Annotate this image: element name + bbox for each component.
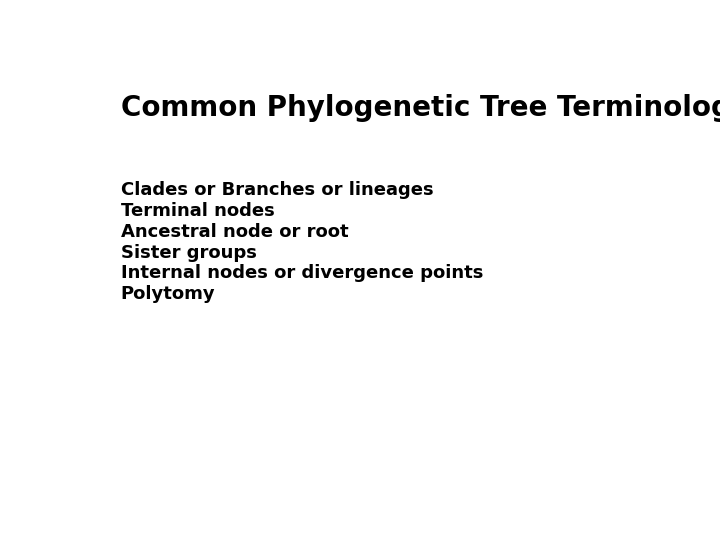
Text: Clades or Branches or lineages
Terminal nodes
Ancestral node or root
Sister grou: Clades or Branches or lineages Terminal … [121, 181, 483, 303]
Text: Common Phylogenetic Tree Terminology: Common Phylogenetic Tree Terminology [121, 94, 720, 122]
